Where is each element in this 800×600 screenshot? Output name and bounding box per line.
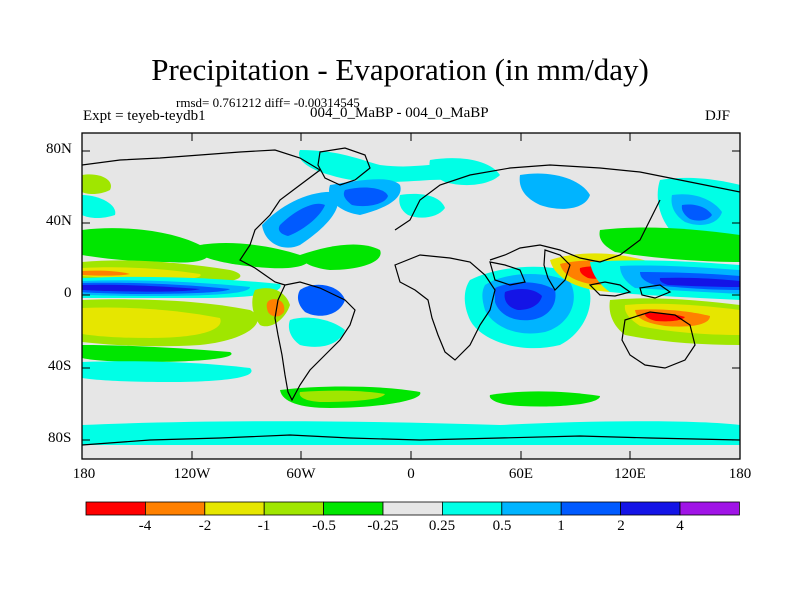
colorbar-label: -4 [138,518,152,534]
season-label: DJF [705,108,731,124]
colorbar-swatch [323,501,384,516]
field-spac-green [82,345,232,362]
colorbar-swatch [679,501,740,516]
field-samerica-cyan [288,317,345,347]
colorbar-swatch [501,501,562,516]
colorbar-label: -2 [198,518,212,534]
field-southern-cyan [82,421,740,445]
coast-india [543,249,571,291]
field-samerica-orange [266,299,285,317]
field-npac-green [82,228,209,263]
coast-arabia [489,261,526,286]
field-trop-pac-yellow-n [82,267,201,280]
field-east-asia-green [599,227,740,262]
field-spac-yellow [82,307,221,338]
y-tick-label: 40S [48,358,72,374]
field-southern-green-2 [489,391,600,407]
field-southern-lime [299,390,385,402]
field-subtrop-north-atlantic [300,244,381,270]
colorbar-swatch [441,501,503,516]
coast-australia [621,311,696,369]
field-wpac-navy [659,277,740,287]
colorbar-label: 0.5 [492,518,512,534]
colorbar-swatch [560,501,622,516]
colorbar-label: -1 [257,518,271,534]
x-tick-label: 120E [614,466,646,482]
field-east-asia-dark [681,204,712,221]
field-indian-navy [504,288,542,310]
coast-africa [394,254,496,361]
y-tick-label: 40N [46,213,72,229]
colorbar-label: 2 [617,518,625,534]
field-npac-cyan [82,195,116,219]
y-tick-label: 80N [46,141,72,157]
y-tick-label: 80S [48,430,72,446]
x-ticks [191,133,631,459]
field-trop-pac-orange-n [82,270,130,276]
colorbar-swatch [85,501,146,516]
coast-south-america [274,281,356,402]
x-tick-label: 0 [407,466,415,482]
experiment-label: Expt = teyeb-teydb1 [83,108,206,124]
colorbar-swatch [204,501,265,516]
colorbar-label: 1 [557,518,565,534]
x-tick-label: 120W [173,466,211,482]
colorbar-label: -0.25 [367,518,399,534]
y-tick-label: 0 [64,285,72,301]
field-siberia-cyan [429,158,500,186]
colorbar-swatch [620,501,681,516]
x-tick-label: 180 [72,466,96,482]
field-arctic-band [299,150,478,183]
coastlines [82,147,740,446]
colorbar-label: 0.25 [428,518,456,534]
field-layer [82,133,740,459]
y-ticks [82,150,740,441]
field-spac-cyan [82,361,252,382]
coast-antarctica [82,434,740,446]
colorbar-label: -0.5 [312,518,336,534]
subtitle: 004_0_MaBP - 004_0_MaBP [310,105,489,121]
stats-line: rmsd= 0.761212 diff= -0.00314545 [176,95,360,110]
colorbar [85,501,740,516]
field-north-atlantic-dark [343,187,388,207]
x-tick-label: 60E [508,466,534,482]
map-title: Precipitation - Evaporation (in mm/day) [151,52,649,87]
field-nw-atlantic-dark [278,203,325,236]
field-itcz-pacific-navy [82,284,200,292]
field-npac-lime [82,174,111,195]
x-tick-label: 60W [286,466,316,482]
coast-north-america [82,149,322,286]
colorbar-swatch [263,501,325,516]
x-tick-label: 180 [728,466,752,482]
coast-greenland [317,147,371,186]
colorbar-label: 4 [676,518,684,534]
coast-eurasia [394,164,740,263]
coast-indonesia [588,281,672,299]
colorbar-swatch [144,501,206,516]
colorbar-swatch [382,501,443,516]
field-siberia-blue [519,173,590,209]
field-europe-cyan [399,193,445,218]
field-subtrop-north-green [200,243,309,269]
field-samerica-blue [297,284,345,316]
